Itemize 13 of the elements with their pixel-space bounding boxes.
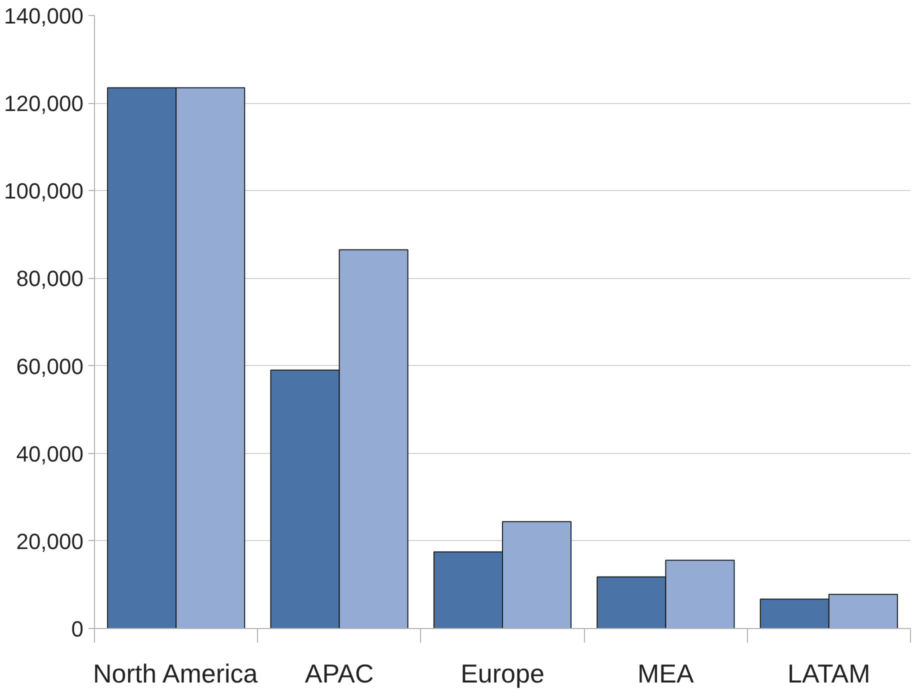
x-tick-label: North America bbox=[93, 658, 258, 688]
y-tick-label: 20,000 bbox=[16, 528, 84, 554]
y-tick-label: 0 bbox=[71, 616, 84, 642]
x-tick-label: MEA bbox=[638, 658, 695, 688]
y-tick-label: 100,000 bbox=[4, 178, 84, 204]
y-tick-label: 40,000 bbox=[16, 441, 84, 466]
x-tick-label: Europe bbox=[460, 658, 544, 688]
y-tick-label: 80,000 bbox=[16, 266, 84, 292]
x-tick-label: APAC bbox=[304, 658, 374, 688]
x-tick-label: LATAM bbox=[787, 658, 870, 688]
y-tick-label: 120,000 bbox=[4, 91, 84, 116]
y-tick-label: 140,000 bbox=[4, 4, 84, 28]
y-tick-label: 60,000 bbox=[16, 354, 84, 379]
